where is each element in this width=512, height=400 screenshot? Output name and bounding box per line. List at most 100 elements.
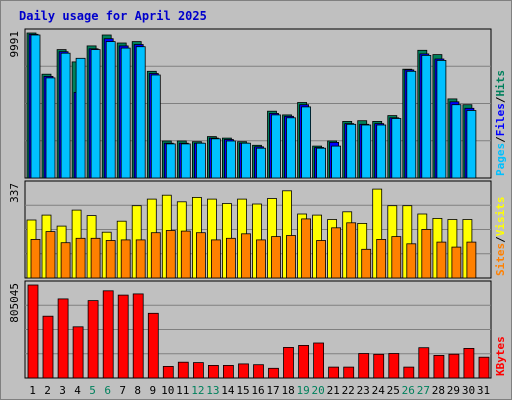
bar-pages xyxy=(391,118,402,179)
bar-kbytes xyxy=(433,354,445,379)
bar-sites xyxy=(316,240,327,279)
x-tick-label: 23 xyxy=(357,384,370,397)
legend-part: KBytes xyxy=(494,336,507,376)
bar-pages xyxy=(150,74,161,179)
bar-pages xyxy=(256,147,266,179)
bar-sites xyxy=(90,237,101,279)
bar-kbytes xyxy=(57,298,69,379)
bar-sites xyxy=(105,240,116,279)
bar-pages xyxy=(30,34,41,179)
legend-label: Pages/Files/Hits xyxy=(494,70,507,176)
bar-kbytes xyxy=(27,284,39,379)
bar-sites xyxy=(195,232,206,279)
bar-pages xyxy=(165,143,176,179)
bar-kbytes xyxy=(358,353,370,379)
x-tick-label: 2 xyxy=(44,384,51,397)
bar-pages xyxy=(346,123,357,179)
bar-sites xyxy=(436,241,447,279)
bar-kbytes xyxy=(117,294,129,379)
bar-pages xyxy=(406,70,417,179)
bar-sites xyxy=(225,237,236,279)
chart-title: Daily usage for April 2025 xyxy=(19,9,207,23)
bar-kbytes xyxy=(403,366,415,379)
bar-sites xyxy=(165,230,176,279)
bar-sites xyxy=(286,235,296,279)
bar-pages xyxy=(135,46,146,179)
bar-pages xyxy=(361,124,372,179)
x-tick-label: 16 xyxy=(251,384,264,397)
bar-sites xyxy=(210,239,221,279)
x-tick-label: 1 xyxy=(29,384,36,397)
x-tick-label: 29 xyxy=(447,384,460,397)
bar-pages xyxy=(90,49,101,179)
bar-kbytes xyxy=(268,367,279,379)
x-tick-label: 9 xyxy=(149,384,156,397)
x-tick-label: 5 xyxy=(89,384,96,397)
bar-sites xyxy=(376,238,387,279)
x-tick-label: 17 xyxy=(266,384,279,397)
bar-sites xyxy=(451,246,462,279)
x-tick-label: 6 xyxy=(104,384,111,397)
bar-kbytes xyxy=(42,315,54,379)
bar-kbytes xyxy=(478,356,490,379)
x-tick-label: 26 xyxy=(402,384,415,397)
bar-sites xyxy=(271,236,281,279)
x-tick-label: 24 xyxy=(372,384,386,397)
bar-sites xyxy=(346,222,357,279)
bar-pages xyxy=(225,140,236,179)
x-tick-label: 14 xyxy=(221,384,235,397)
bar-sites xyxy=(45,231,56,279)
y-max-label: 9991 xyxy=(8,31,21,58)
bar-kbytes xyxy=(238,363,249,379)
bar-kbytes xyxy=(328,366,340,379)
bar-pages xyxy=(195,142,206,179)
bar-kbytes xyxy=(147,312,159,379)
legend-part: / xyxy=(494,236,507,243)
bar-sites xyxy=(406,243,417,279)
bar-kbytes xyxy=(283,346,294,379)
x-tick-label: 8 xyxy=(134,384,141,397)
x-tick-label: 19 xyxy=(296,384,309,397)
x-tick-label: 11 xyxy=(176,384,189,397)
bar-kbytes xyxy=(207,364,219,379)
legend-part: Files xyxy=(494,103,507,136)
x-tick-label: 27 xyxy=(417,384,430,397)
bar-pages xyxy=(180,143,191,179)
legend-part: / xyxy=(494,136,507,143)
bar-kbytes xyxy=(222,364,234,379)
bar-kbytes xyxy=(102,290,114,379)
x-tick-label: 28 xyxy=(432,384,445,397)
bar-kbytes xyxy=(448,353,460,379)
bar-kbytes xyxy=(192,362,204,379)
y-max-label: 805045 xyxy=(8,283,21,323)
bar-pages xyxy=(466,110,477,179)
legend-label: KBytes xyxy=(494,336,507,376)
bar-pages xyxy=(451,104,462,179)
bar-sites xyxy=(466,241,477,279)
bar-kbytes xyxy=(463,347,475,379)
bar-pages xyxy=(436,60,447,179)
x-tick-label: 22 xyxy=(342,384,355,397)
legend-part: Hits xyxy=(494,70,507,97)
bar-sites xyxy=(60,242,71,279)
x-tick-label: 15 xyxy=(236,384,249,397)
bar-kbytes xyxy=(177,361,189,379)
bar-pages xyxy=(210,138,221,179)
bar-pages xyxy=(241,142,251,179)
x-tick-label: 7 xyxy=(119,384,126,397)
bar-pages xyxy=(60,52,71,179)
bar-pages xyxy=(120,47,131,179)
bar-pages xyxy=(421,55,432,179)
legend-part: Sites xyxy=(494,243,507,276)
x-tick-label: 3 xyxy=(59,384,66,397)
bar-kbytes xyxy=(87,300,99,379)
bar-pages xyxy=(271,114,281,179)
x-tick-label: 25 xyxy=(387,384,400,397)
bar-sites xyxy=(180,230,191,279)
bar-kbytes xyxy=(388,353,400,379)
bar-kbytes xyxy=(343,366,355,379)
bar-sites xyxy=(301,218,312,279)
bar-sites xyxy=(421,228,432,279)
bar-kbytes xyxy=(298,344,310,379)
